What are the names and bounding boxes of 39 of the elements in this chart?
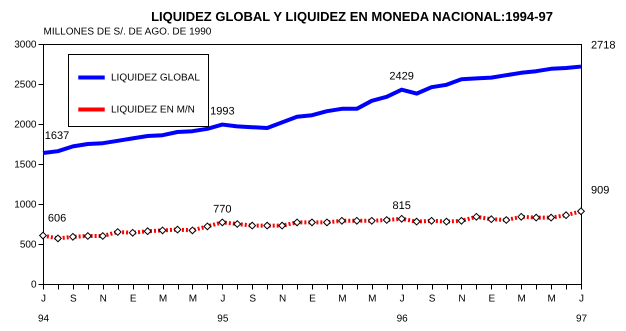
x-tick-label: N <box>458 294 466 304</box>
y-axis-title: MILLONES DE S/. DE AGO. DE 1990 <box>44 26 212 38</box>
data-label: 770 <box>213 203 232 216</box>
data-label: 1637 <box>44 130 70 142</box>
data-label: 815 <box>392 200 411 212</box>
data-label: 909 <box>591 184 610 196</box>
x-tick-label: N <box>100 294 107 304</box>
x-tick-label: S <box>70 294 78 304</box>
y-tick-label: 1500 <box>14 160 37 170</box>
chart-title: LIQUIDEZ GLOBAL Y LIQUIDEZ EN MONEDA NACIONAL:1994-97 <box>151 9 553 24</box>
legend-label: LIQUIDEZ EN M/N <box>111 104 195 116</box>
legend-label: LIQUIDEZ GLOBAL <box>111 72 200 84</box>
line-series <box>41 64 583 156</box>
x-tick-label: J 97 <box>576 294 588 324</box>
x-tick-label: M <box>518 294 526 304</box>
x-tick-label: M <box>547 294 556 304</box>
y-tick-label: 3000 <box>14 40 37 50</box>
y-tick-label: 500 <box>20 240 37 250</box>
x-tick-label: E <box>488 294 496 304</box>
x-tick-label: M <box>158 294 168 304</box>
x-tick-label: M <box>188 294 198 304</box>
x-tick-label: E <box>130 294 137 304</box>
x-tick-label: M <box>368 294 376 304</box>
x-tick-label: S <box>428 294 436 304</box>
x-tick-label: E <box>309 294 316 304</box>
x-tick-label: S <box>249 294 256 304</box>
y-tick-label: 0 <box>30 280 37 290</box>
y-tick-label: 2000 <box>14 120 37 130</box>
y-tick-label: 1000 <box>14 200 37 210</box>
x-tick-label: M <box>338 294 347 304</box>
data-label: 2718 <box>591 40 616 52</box>
x-tick-label: J 94 <box>38 294 50 324</box>
data-label: 1993 <box>210 106 235 118</box>
y-tick-label: 2500 <box>14 80 37 90</box>
x-tick-label: N <box>278 294 286 304</box>
data-label: 2429 <box>389 70 414 83</box>
x-tick-label: J 96 <box>396 294 408 324</box>
x-tick-label: J 95 <box>217 294 229 324</box>
data-label: 606 <box>48 212 66 225</box>
